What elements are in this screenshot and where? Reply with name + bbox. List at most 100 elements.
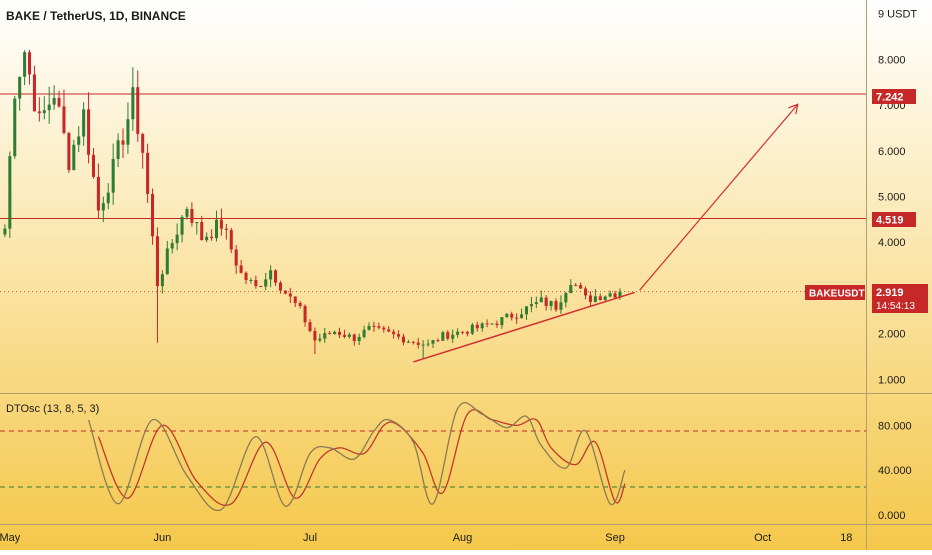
candle-body [411, 341, 415, 343]
candle-body [451, 334, 455, 339]
candle-body [603, 296, 607, 301]
candle-body [318, 338, 322, 341]
candle-body [116, 140, 120, 159]
candle-body [559, 302, 563, 310]
candle-body [210, 236, 214, 239]
candle-body [52, 97, 56, 105]
candle-body [101, 203, 105, 211]
time-tick-label: Aug [453, 532, 473, 544]
candle-body [165, 248, 169, 275]
candle-body [298, 303, 302, 307]
candle-body [392, 331, 396, 335]
candle-body [146, 152, 150, 194]
candle-body [549, 301, 553, 307]
countdown-label: 14:54:13 [876, 301, 915, 312]
candle-body [529, 304, 533, 307]
candle-body [288, 293, 292, 297]
oscillator-axis[interactable]: 80.000 40.000 0.000 [878, 420, 912, 522]
symbol-badge [805, 285, 865, 300]
candle-body [367, 325, 371, 330]
time-tick-label: Jul [303, 532, 317, 544]
candle-body [436, 340, 440, 342]
candle-body [27, 52, 32, 75]
candle-body [564, 293, 568, 303]
candle-body [534, 302, 538, 305]
candle-body [141, 134, 145, 153]
candle-body [372, 325, 376, 327]
candle-body [520, 314, 524, 318]
candle-body [205, 236, 209, 241]
candle-body [8, 156, 12, 229]
time-tick-label: May [0, 532, 21, 544]
chart-title: BAKE / TetherUS, 1D, BINANCE [6, 9, 186, 23]
candle-body [337, 331, 342, 335]
candle-body [200, 222, 204, 241]
level-high-badge [872, 89, 916, 104]
candle-body [254, 280, 258, 287]
candle-body [57, 97, 61, 107]
time-tick-label: Oct [754, 532, 771, 544]
candle-body [106, 192, 110, 204]
candle-body [328, 333, 332, 335]
candle-body [126, 119, 130, 145]
candle-body [588, 295, 592, 302]
candle-body [352, 334, 356, 342]
candle-body [13, 98, 17, 157]
candle-body [82, 109, 86, 137]
osc-main-line [87, 402, 626, 512]
candle-body [524, 306, 529, 315]
oscillator-pane [0, 402, 866, 512]
candle-body [416, 342, 420, 345]
price-tick-label: 8.000 [878, 54, 906, 66]
price-tick-label: 5.000 [878, 192, 906, 204]
drawings [413, 105, 797, 363]
candle-body [269, 270, 273, 280]
candle-body [67, 133, 71, 171]
time-axis[interactable]: May Jun Jul Aug Sep Oct 18 [0, 532, 852, 544]
candle-body [293, 296, 297, 304]
candle-body [515, 317, 519, 319]
candle-body [219, 219, 223, 229]
candle-body [185, 208, 189, 217]
level-high-label: 7.242 [876, 92, 904, 104]
candle-body [3, 228, 7, 235]
candle-body [224, 228, 228, 230]
candle-body [426, 343, 430, 345]
candle-body [136, 87, 140, 135]
candle-body [229, 229, 233, 250]
candle-body [283, 290, 287, 294]
candle-body [91, 154, 96, 177]
horizontal-levels [0, 93, 866, 293]
candle-body [155, 236, 159, 287]
candle-body [377, 326, 381, 328]
candle-body [505, 313, 509, 318]
candle-body [180, 216, 184, 235]
candle-body [72, 144, 76, 171]
candle-body [111, 158, 115, 193]
level-mid-badge [872, 212, 916, 227]
candles [3, 49, 622, 359]
last-price-label: 2.919 [876, 287, 904, 299]
price-tick-label: 6.000 [878, 146, 906, 158]
candle-body [446, 332, 450, 339]
candle-body [151, 193, 155, 237]
candle-body [500, 317, 504, 326]
candle-body [278, 282, 282, 291]
candle-body [485, 323, 489, 325]
candle-body [544, 297, 548, 307]
candle-body [456, 331, 460, 335]
candle-body [357, 336, 361, 342]
candle-body [131, 87, 135, 120]
price-axis[interactable]: 9 USDT8.0007.0006.0005.0004.0002.0001.00… [878, 9, 917, 387]
price-tick-label: 2.000 [878, 329, 906, 341]
candle-body [495, 323, 499, 326]
candle-body [303, 306, 307, 323]
last-price-badge [872, 284, 928, 313]
candle-body [264, 279, 268, 287]
candle-body [259, 286, 263, 288]
candle-body [62, 106, 66, 134]
candle-body [234, 249, 238, 266]
